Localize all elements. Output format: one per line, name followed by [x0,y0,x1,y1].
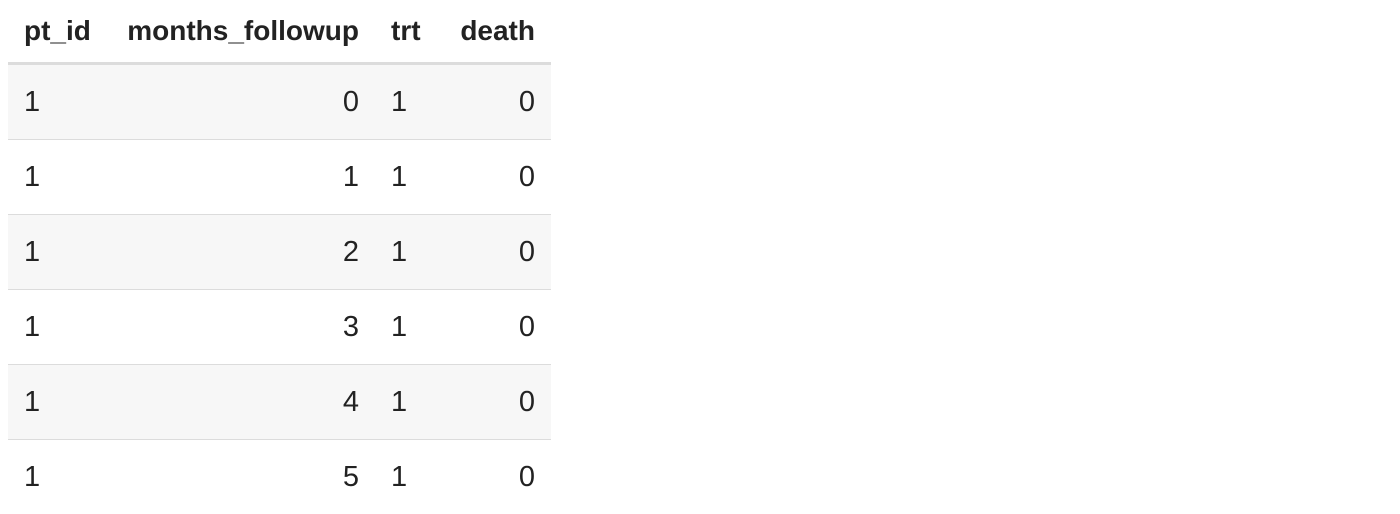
cell-death: 0 [441,365,551,440]
cell-trt: 1 [375,365,441,440]
cell-trt: 1 [375,64,441,140]
cell-pt-id: 1 [8,440,105,514]
column-header-death: death [441,0,551,64]
table-row: 1 2 1 0 [8,215,551,290]
cell-pt-id: 1 [8,365,105,440]
cell-months-followup: 3 [105,290,375,365]
column-header-trt: trt [375,0,441,64]
table-body: 1 0 1 0 1 1 1 0 1 2 1 0 1 3 1 0 [8,64,551,514]
cell-pt-id: 1 [8,215,105,290]
cell-death: 0 [441,440,551,514]
header-row: pt_id months_followup trt death [8,0,551,64]
table-row: 1 4 1 0 [8,365,551,440]
column-header-months-followup: months_followup [105,0,375,64]
table-row: 1 5 1 0 [8,440,551,514]
table-row: 1 0 1 0 [8,64,551,140]
data-table: pt_id months_followup trt death 1 0 1 0 … [8,0,551,514]
column-header-pt-id: pt_id [8,0,105,64]
cell-trt: 1 [375,215,441,290]
cell-months-followup: 5 [105,440,375,514]
cell-pt-id: 1 [8,290,105,365]
cell-death: 0 [441,140,551,215]
cell-death: 0 [441,215,551,290]
table-row: 1 1 1 0 [8,140,551,215]
cell-months-followup: 1 [105,140,375,215]
cell-pt-id: 1 [8,64,105,140]
table-row: 1 3 1 0 [8,290,551,365]
cell-death: 0 [441,290,551,365]
cell-trt: 1 [375,440,441,514]
cell-death: 0 [441,64,551,140]
cell-pt-id: 1 [8,140,105,215]
table-header: pt_id months_followup trt death [8,0,551,64]
cell-trt: 1 [375,140,441,215]
cell-trt: 1 [375,290,441,365]
data-table-container: pt_id months_followup trt death 1 0 1 0 … [8,0,551,514]
cell-months-followup: 2 [105,215,375,290]
cell-months-followup: 4 [105,365,375,440]
cell-months-followup: 0 [105,64,375,140]
